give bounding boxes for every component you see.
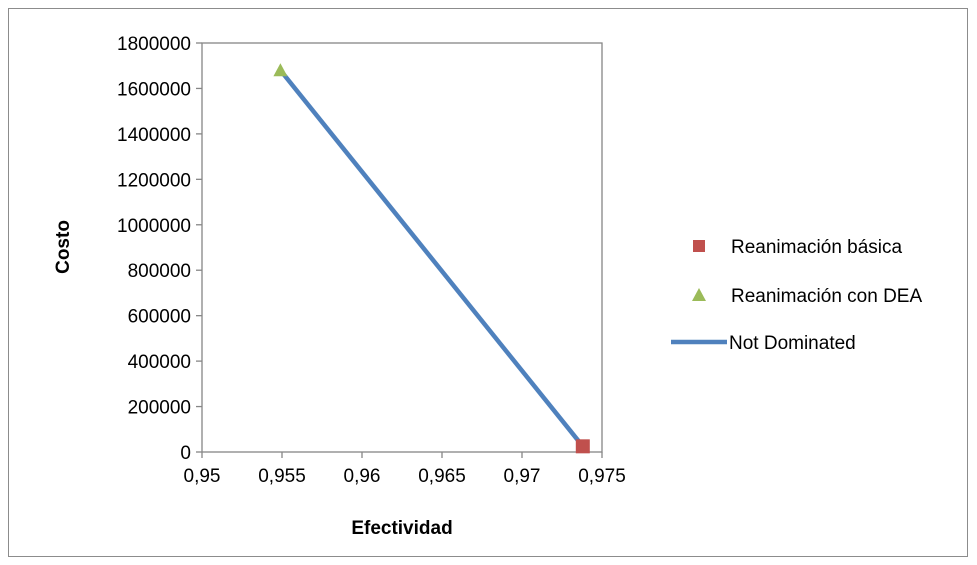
x-tick-label: 0,96	[344, 466, 381, 487]
y-tick-label: 1800000	[117, 34, 191, 55]
x-tick-label: 0,975	[578, 466, 626, 487]
x-tick-label: 0,95	[184, 466, 221, 487]
x-tick-label: 0,955	[258, 466, 306, 487]
x-tick-label: 0,965	[418, 466, 466, 487]
y-tick-label: 1200000	[117, 170, 191, 191]
series-line-not-dominated	[278, 68, 585, 448]
legend-triangle-icon	[692, 288, 706, 301]
y-tick-label: 1400000	[117, 125, 191, 146]
legend-entry-label: Reanimación básica	[731, 237, 903, 258]
chart-svg: 0 200000 400000 600000 800000 1000000 1200000 1…	[53, 34, 922, 539]
y-axis-ticks: 0 200000 400000 600000 800000 1000000 1200000 1…	[117, 34, 202, 464]
legend-entry-label: Not Dominated	[729, 333, 856, 354]
y-tick-label: 200000	[128, 398, 191, 419]
legend-square-icon	[693, 240, 705, 252]
chart-frame: 0 200000 400000 600000 800000 1000000 1200000 1…	[8, 8, 968, 557]
y-tick-label: 400000	[128, 352, 191, 373]
plot-area	[201, 42, 603, 453]
y-tick-label: 600000	[128, 307, 191, 328]
y-tick-label: 1000000	[117, 216, 191, 237]
series-layer	[273, 63, 590, 454]
y-tick-label: 0	[180, 443, 191, 464]
y-axis-title: Costo	[53, 220, 74, 274]
legend-entry-label: Reanimación con DEA	[731, 286, 922, 307]
x-tick-label: 0,97	[504, 466, 541, 487]
y-tick-label: 800000	[128, 261, 191, 282]
x-axis-ticks: 0,95 0,955 0,96 0,965 0,97 0,975	[184, 452, 626, 487]
point-reanimacion-con-dea	[273, 63, 288, 77]
y-tick-label: 1600000	[117, 79, 191, 100]
legend: Reanimación básica Reanimación con DEA Not…	[671, 237, 922, 354]
x-axis-title: Efectividad	[351, 518, 452, 539]
point-reanimacion-basica	[575, 439, 590, 454]
